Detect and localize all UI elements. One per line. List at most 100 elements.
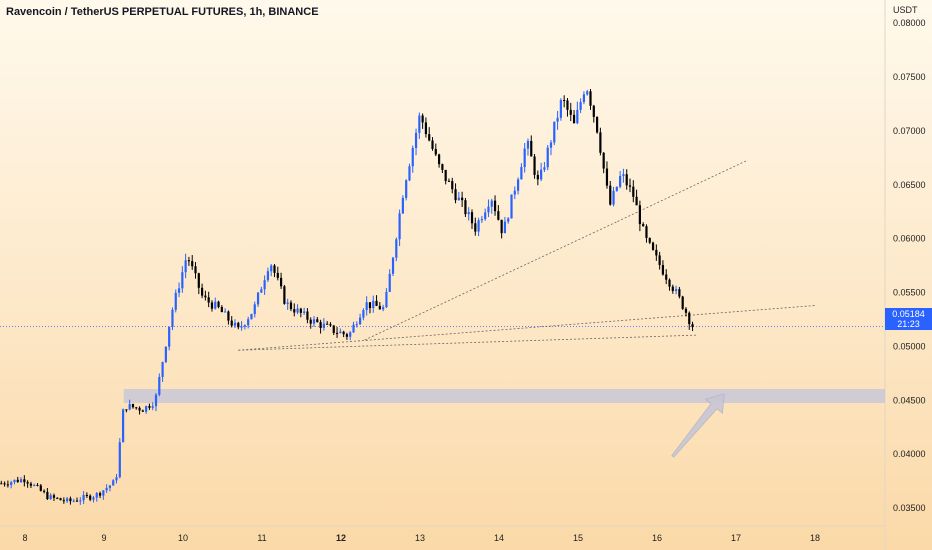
candle-body xyxy=(559,100,562,118)
candle-body xyxy=(493,200,497,212)
candle-body xyxy=(29,483,33,486)
candle-body xyxy=(19,479,23,483)
candle-body xyxy=(181,272,184,289)
candle-body xyxy=(95,493,98,498)
candle-body xyxy=(385,291,388,308)
time-tick-label: 8 xyxy=(22,533,27,543)
candle-body xyxy=(569,109,572,115)
candle-body xyxy=(240,326,243,328)
candle-body xyxy=(497,211,500,220)
candle-body xyxy=(375,300,378,306)
candle-body xyxy=(579,102,582,110)
candle-body xyxy=(516,179,520,191)
candle-body xyxy=(85,495,88,497)
price-tick-label: 0.06500 xyxy=(893,180,926,190)
candle-body xyxy=(622,174,625,177)
candle-body xyxy=(6,484,9,486)
candle-body xyxy=(480,219,483,221)
candle-body xyxy=(487,206,490,213)
candle-body xyxy=(171,309,174,327)
trend-line xyxy=(364,221,618,341)
last-price-tag: 0.05184 21:23 xyxy=(885,308,932,330)
price-tick-label: 0.03500 xyxy=(893,503,926,513)
candle-body xyxy=(125,409,128,411)
candle-body xyxy=(589,91,592,106)
candle-body xyxy=(329,324,332,326)
candle-body xyxy=(82,495,85,501)
candle-body xyxy=(424,122,428,135)
candle-body xyxy=(572,114,576,124)
candle-body xyxy=(372,300,375,309)
price-tick-label: 0.08000 xyxy=(893,18,926,28)
candle-body xyxy=(108,485,112,488)
candle-body xyxy=(286,302,289,304)
candle-body xyxy=(684,308,688,313)
candle-body xyxy=(638,205,641,225)
candle-body xyxy=(349,332,352,337)
candle-body xyxy=(207,297,210,303)
candle-body xyxy=(164,346,167,363)
candle-body xyxy=(388,273,391,292)
candle-body xyxy=(674,289,678,292)
trend-line xyxy=(238,334,697,351)
candle-body xyxy=(612,190,615,205)
candle-body xyxy=(678,289,681,297)
candle-body xyxy=(89,495,92,500)
candle-body xyxy=(79,500,82,502)
candle-body xyxy=(26,482,29,484)
candle-body xyxy=(194,266,197,274)
candle-body xyxy=(279,277,283,287)
candle-body xyxy=(355,324,358,326)
candle-body xyxy=(523,148,526,168)
candle-body xyxy=(319,322,322,328)
price-tick-label: 0.05500 xyxy=(893,288,926,298)
candle-body xyxy=(135,407,138,409)
candle-body xyxy=(464,200,467,215)
candle-body xyxy=(332,325,335,333)
candle-body xyxy=(230,320,233,326)
candle-body xyxy=(467,212,470,215)
candle-body xyxy=(266,271,270,281)
candle-body xyxy=(335,332,339,334)
candle-body xyxy=(342,331,345,335)
candle-body xyxy=(121,409,125,443)
candle-body xyxy=(299,308,302,313)
candle-body xyxy=(411,147,414,167)
candle-body xyxy=(220,307,223,313)
candle-body xyxy=(118,442,121,478)
candle-body xyxy=(141,410,144,412)
time-tick-label: 13 xyxy=(415,533,425,543)
candle-body xyxy=(378,305,381,310)
candle-body xyxy=(66,498,69,502)
candle-body xyxy=(39,485,42,491)
candle-body xyxy=(546,147,549,168)
candle-body xyxy=(46,491,49,500)
time-tick-label: 9 xyxy=(101,533,106,543)
candle-body xyxy=(3,483,6,485)
candle-body xyxy=(391,257,395,274)
candle-body xyxy=(184,260,187,273)
time-tick-label: 10 xyxy=(178,533,188,543)
candle-body xyxy=(365,302,368,311)
candle-body xyxy=(253,304,256,314)
candle-body xyxy=(605,168,609,186)
candle-body xyxy=(214,301,217,309)
candle-body xyxy=(217,301,220,308)
candle-body xyxy=(513,190,516,195)
candle-body xyxy=(161,362,164,377)
candle-body xyxy=(576,109,579,124)
price-tick-label: 0.07000 xyxy=(893,126,926,136)
candle-body xyxy=(131,404,135,408)
candle-body xyxy=(414,132,418,148)
candle-body xyxy=(303,311,306,313)
time-tick-label: 15 xyxy=(573,533,583,543)
candle-body xyxy=(457,197,460,201)
candle-body xyxy=(615,186,618,191)
candle-body xyxy=(62,500,65,502)
price-tick-label: 0.06000 xyxy=(893,234,926,244)
candle-body xyxy=(128,404,131,410)
candle-body xyxy=(474,223,477,232)
candle-body xyxy=(312,319,316,324)
candle-body xyxy=(102,490,105,496)
